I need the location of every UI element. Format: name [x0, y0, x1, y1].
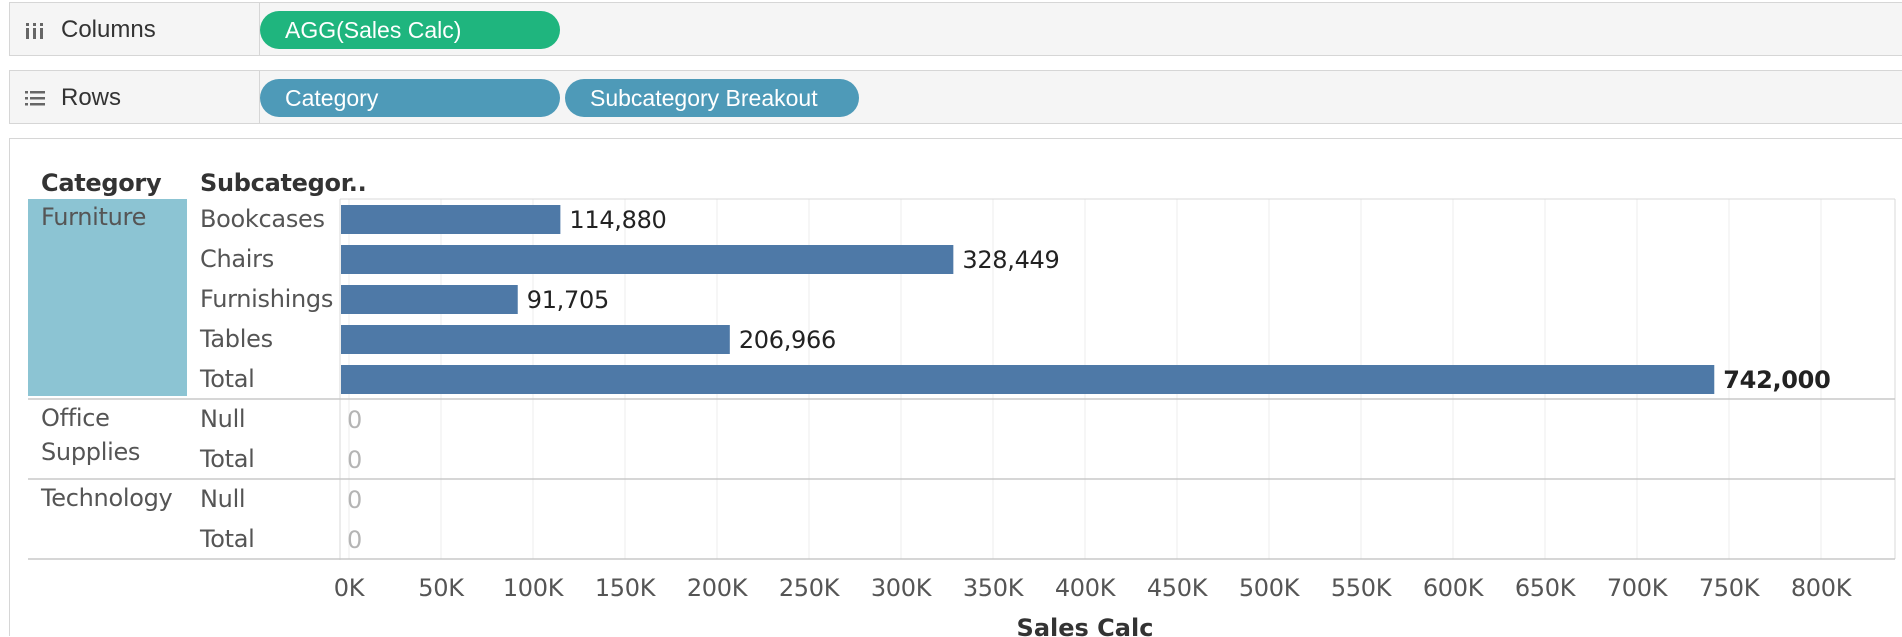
bar[interactable]: [341, 245, 954, 274]
subcategory-label[interactable]: Bookcases: [200, 205, 325, 233]
x-tick-label: 750K: [1699, 574, 1761, 602]
category-label-office-line2[interactable]: Supplies: [41, 438, 141, 466]
x-tick-label: 400K: [1055, 574, 1117, 602]
x-tick-label: 250K: [779, 574, 841, 602]
x-tick-label: 500K: [1239, 574, 1301, 602]
subcategory-header[interactable]: Subcategor..: [200, 169, 367, 197]
bar-value-label: 0: [347, 526, 362, 554]
rows-label: Rows: [61, 84, 122, 111]
pill-subcategory-breakout[interactable]: Subcategory Breakout: [565, 79, 859, 117]
x-tick-label: 200K: [687, 574, 749, 602]
rows-icon: [25, 91, 45, 106]
x-tick-label: 100K: [503, 574, 565, 602]
x-tick-label: 700K: [1607, 574, 1669, 602]
subcategory-label[interactable]: Null: [200, 405, 246, 433]
bar-value-label: 328,449: [962, 246, 1059, 274]
columns-shelf-label: Columns: [10, 3, 260, 55]
bar-value-label: 91,705: [527, 286, 609, 314]
x-tick-label: 450K: [1147, 574, 1209, 602]
bar[interactable]: [341, 365, 1715, 394]
subcategory-label[interactable]: Chairs: [200, 245, 274, 273]
columns-shelf: Columns AGG(Sales Calc): [9, 2, 1902, 56]
rows-shelf: Rows Category Subcategory Breakout: [9, 70, 1902, 124]
x-tick-label: 650K: [1515, 574, 1577, 602]
x-axis-title: Sales Calc: [1017, 614, 1154, 637]
bar[interactable]: [341, 205, 561, 234]
subcategory-label[interactable]: Tables: [200, 325, 273, 353]
bar[interactable]: [341, 285, 518, 314]
x-tick-label: 600K: [1423, 574, 1485, 602]
bar[interactable]: [341, 325, 730, 354]
x-tick-label: 0K: [334, 574, 366, 602]
pill-agg-sales-calc[interactable]: AGG(Sales Calc): [260, 11, 560, 49]
columns-icon: [26, 23, 43, 39]
x-tick-label: 50K: [418, 574, 465, 602]
x-tick-label: 550K: [1331, 574, 1393, 602]
category-highlight: [28, 199, 187, 396]
category-label-office-line1[interactable]: Office: [41, 404, 110, 432]
x-tick-label: 300K: [871, 574, 933, 602]
subcategory-label[interactable]: Total: [200, 525, 255, 553]
bar-value-label: 0: [347, 446, 362, 474]
bar-value-label: 0: [347, 486, 362, 514]
x-tick-label: 800K: [1791, 574, 1853, 602]
bar-value-label: 114,880: [569, 206, 666, 234]
bar-value-label: 742,000: [1723, 366, 1830, 394]
subcategory-label[interactable]: Null: [200, 485, 246, 513]
category-label-technology[interactable]: Technology: [41, 484, 173, 512]
view-area: Category Subcategor.. Furniture Office S…: [9, 138, 1902, 637]
category-header[interactable]: Category: [41, 169, 162, 197]
category-label-furniture[interactable]: Furniture: [41, 203, 147, 231]
x-tick-label: 350K: [963, 574, 1025, 602]
subcategory-label[interactable]: Furnishings: [200, 285, 334, 313]
columns-label: Columns: [61, 16, 156, 43]
rows-shelf-label: Rows: [10, 71, 260, 123]
bar-chart: 114,880 328,449 91,705 206,966 742,000 0 0 0 0 0K…: [28, 198, 1896, 637]
subcategory-label[interactable]: Total: [200, 365, 255, 393]
subcategory-label[interactable]: Total: [200, 445, 255, 473]
bar-value-label: 206,966: [739, 326, 836, 354]
x-tick-label: 150K: [595, 574, 657, 602]
bar-value-label: 0: [347, 406, 362, 434]
pill-category[interactable]: Category: [260, 79, 560, 117]
